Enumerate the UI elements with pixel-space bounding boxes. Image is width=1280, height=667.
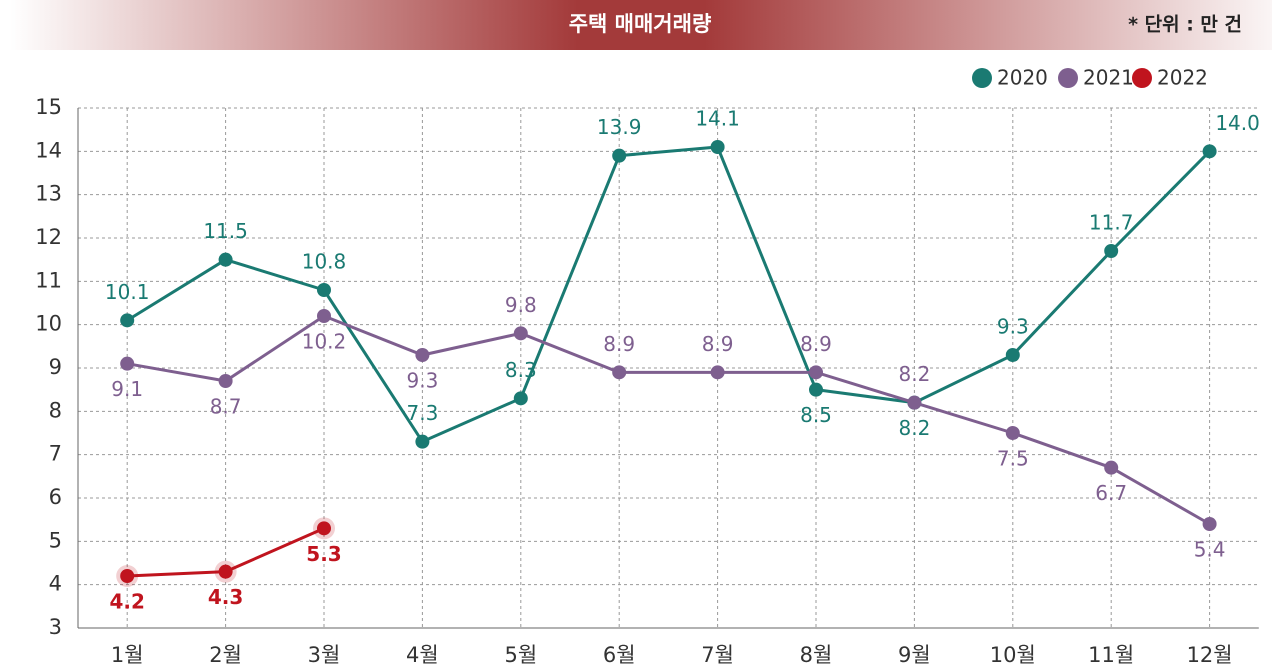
data-point	[415, 348, 430, 362]
data-point	[218, 564, 233, 579]
data-label: 7.5	[997, 447, 1029, 471]
y-tick-label: 5	[49, 528, 62, 552]
data-label: 9.3	[406, 369, 438, 393]
series-line	[126, 145, 1211, 444]
data-point	[415, 434, 430, 449]
data-label: 5.3	[306, 542, 341, 566]
data-label: 14.1	[695, 107, 740, 131]
data-point	[120, 356, 135, 371]
y-tick-label: 12	[35, 225, 62, 249]
x-tick-label: 10월	[990, 643, 1036, 667]
data-label: 5.4	[1194, 538, 1226, 562]
data-label: 8.9	[603, 332, 635, 356]
data-label: 11.5	[203, 219, 248, 243]
y-tick-label: 4	[49, 572, 62, 596]
series-line	[126, 314, 1211, 526]
y-tick-label: 13	[35, 182, 62, 206]
x-tick-label: 8월	[800, 643, 833, 667]
data-label: 10.2	[302, 330, 347, 354]
data-label: 8.2	[898, 362, 930, 386]
data-point	[612, 365, 627, 380]
x-tick-label: 5월	[504, 643, 537, 667]
y-tick-label: 3	[49, 615, 62, 639]
data-label: 9.1	[111, 377, 143, 401]
y-tick-label: 7	[49, 442, 62, 466]
data-point	[809, 382, 823, 397]
data-point	[513, 391, 528, 406]
y-tick-label: 11	[35, 268, 62, 292]
data-point	[809, 365, 823, 380]
data-point	[1202, 144, 1217, 159]
legend-swatch	[1058, 68, 1078, 88]
data-label: 11.7	[1089, 211, 1134, 235]
data-label: 13.9	[597, 115, 642, 139]
data-point	[1202, 517, 1217, 531]
data-label: 8.7	[210, 395, 242, 419]
data-point	[120, 569, 135, 583]
data-label: 7.3	[406, 401, 438, 425]
data-label: 4.3	[208, 585, 243, 609]
data-point	[120, 313, 135, 328]
data-label: 8.9	[702, 332, 734, 356]
x-tick-label: 7월	[701, 643, 734, 667]
data-label: 8.9	[800, 332, 832, 356]
unit-note: * 단위 : 만 건	[1128, 14, 1242, 36]
y-tick-label: 10	[35, 312, 62, 336]
data-point	[218, 252, 233, 267]
x-tick-label: 11월	[1088, 643, 1134, 667]
data-point	[317, 521, 331, 536]
data-point	[612, 148, 627, 163]
legend-label: 2020	[997, 66, 1048, 90]
data-point	[710, 365, 725, 380]
y-tick-label: 6	[49, 485, 62, 509]
title-banner	[10, 0, 1272, 50]
x-tick-label: 2월	[209, 643, 242, 667]
data-label: 10.1	[105, 280, 150, 304]
data-label: 9.3	[997, 315, 1029, 339]
data-label: 4.2	[109, 590, 144, 614]
y-tick-label: 14	[35, 138, 62, 162]
data-label: 9.8	[505, 293, 537, 317]
data-point	[907, 395, 922, 410]
data-point	[1005, 426, 1020, 440]
data-label: 14.0	[1215, 111, 1260, 135]
data-label: 8.5	[800, 403, 832, 427]
x-tick-label: 6월	[603, 643, 636, 667]
y-tick-label: 15	[35, 95, 62, 119]
data-point	[218, 374, 233, 388]
data-point	[1104, 460, 1119, 475]
data-point	[513, 326, 528, 341]
legend-swatch	[972, 68, 992, 88]
x-tick-label: 1월	[111, 643, 144, 667]
data-label: 6.7	[1095, 481, 1127, 505]
data-point	[1005, 348, 1020, 362]
data-label: 10.8	[302, 250, 347, 274]
x-tick-label: 3월	[308, 643, 341, 667]
legend-swatch	[1132, 68, 1152, 88]
x-tick-label: 4월	[406, 643, 439, 667]
data-point	[710, 140, 725, 154]
data-label: 8.2	[898, 416, 930, 440]
data-point	[317, 309, 331, 323]
x-tick-label: 12월	[1187, 643, 1233, 667]
legend-label: 2022	[1157, 66, 1208, 90]
data-point	[317, 283, 331, 297]
data-label: 8.3	[505, 358, 537, 382]
x-tick-label: 9월	[898, 643, 931, 667]
legend-label: 2021	[1083, 66, 1134, 90]
y-tick-label: 8	[49, 398, 62, 422]
chart-title: 주택 매매거래량	[569, 12, 712, 36]
y-tick-label: 9	[49, 355, 62, 379]
data-point	[1104, 244, 1119, 258]
